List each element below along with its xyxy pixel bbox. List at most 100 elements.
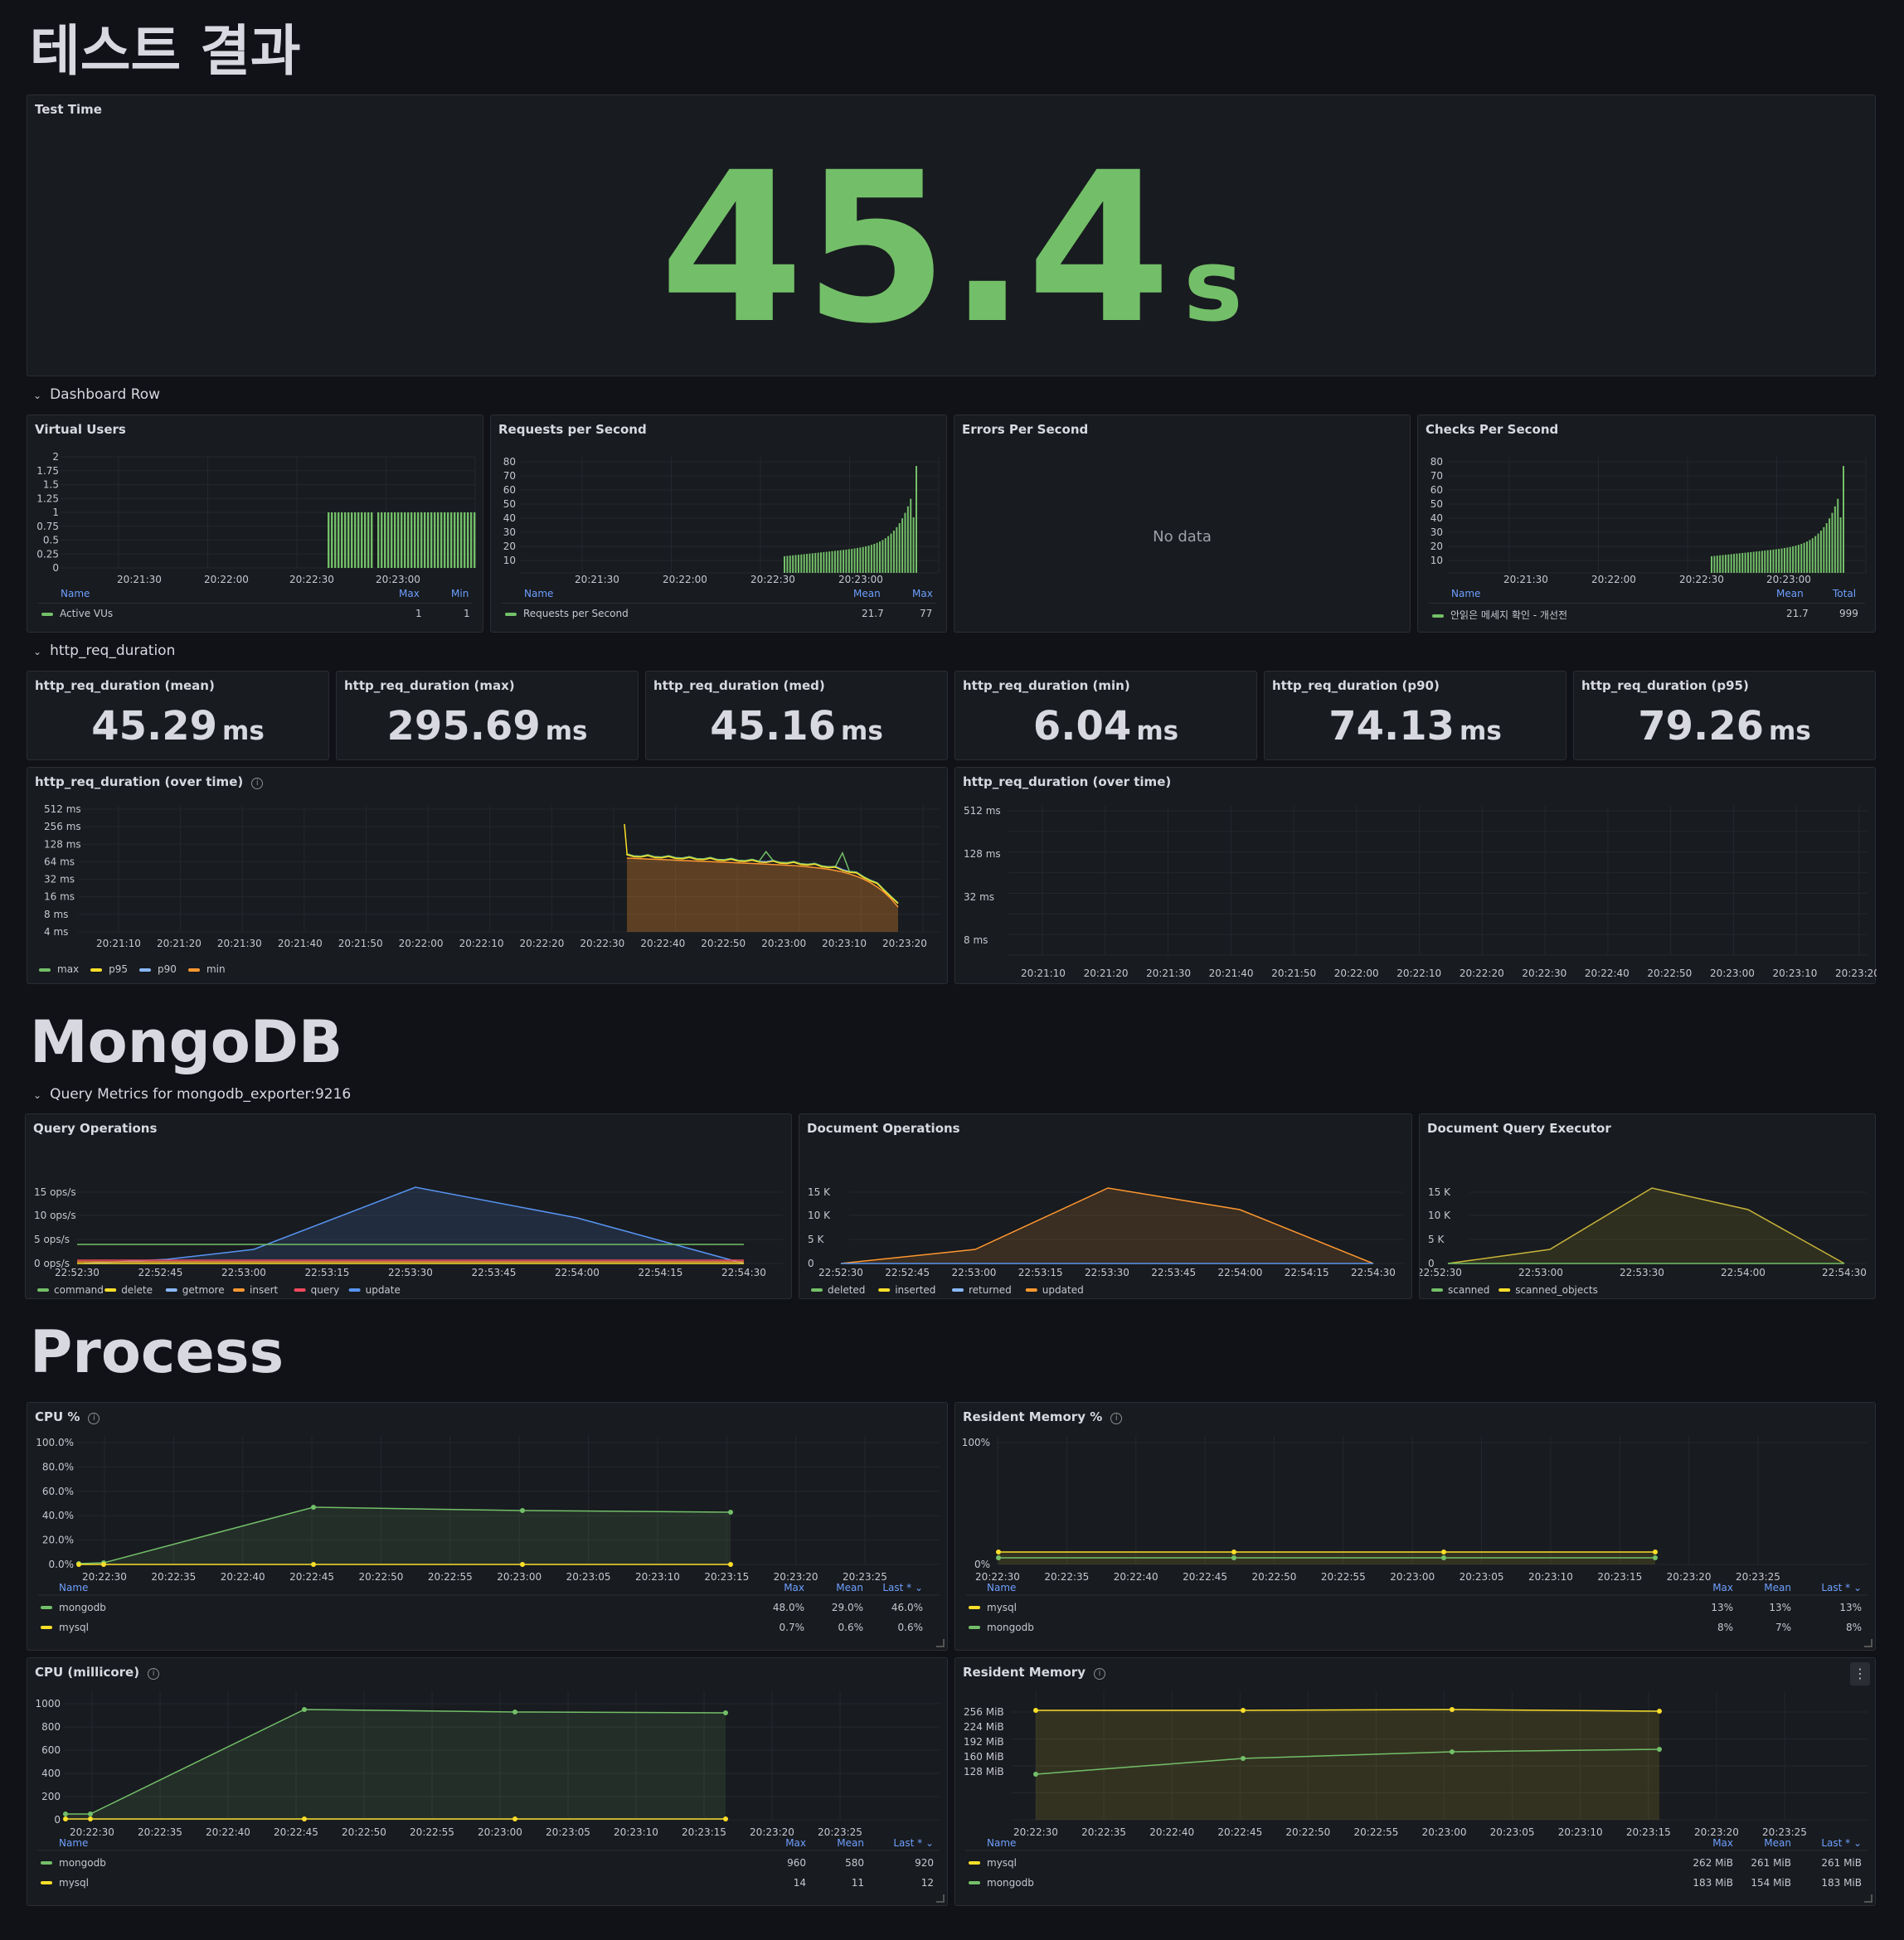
legend-item[interactable]: max [39,963,79,975]
bar [879,541,882,573]
x-tick-label: 20:22:40 [1585,968,1630,979]
x-tick-label: 20:22:30 [750,574,795,585]
bar [870,545,872,573]
stat-display: 45.29 ms [27,703,328,749]
legend-item[interactable]: delete [104,1284,153,1296]
data-point [302,1816,307,1821]
y-tick-label: 32 ms [44,874,75,885]
legend-value: 21.7 [1786,608,1809,619]
legend-header-total[interactable]: Total [1833,588,1857,599]
info-icon[interactable]: i [148,1668,160,1680]
legend-item[interactable]: query [294,1284,340,1296]
row-header-http[interactable]: ⌄ http_req_duration [33,643,176,659]
data-point [512,1710,517,1714]
legend-row[interactable]: mysql 13% 13% 13% [969,1602,1862,1613]
legend-item[interactable]: 안읽은 메세지 확인 - 개선전 [1432,608,1567,622]
legend-header-max[interactable]: Max [912,588,933,599]
legend-row[interactable]: mongodb 8% 7% 8% [969,1622,1862,1633]
legend-item[interactable]: Active VUs [41,608,113,619]
y-tick-label: 15 ops/s [34,1186,76,1198]
y-tick-label: 2 [52,451,59,463]
bar [887,536,890,573]
y-tick-label: 0 [52,562,59,574]
legend-item[interactable]: update [348,1284,401,1296]
legend-item[interactable]: Requests per Second [505,608,629,619]
row-header-mongo[interactable]: ⌄ Query Metrics for mongodb_exporter:9216 [33,1086,352,1103]
y-tick-label: 15 K [1428,1186,1451,1198]
legend-item[interactable]: updated [1025,1284,1084,1296]
panel-title: http_req_duration (p90) [1272,678,1440,693]
stat-value: 45.16 [710,703,837,749]
y-tick-label: 0.5 [43,535,59,546]
legend-value: 21.7 [862,608,884,619]
bar [825,551,828,573]
panel-title: Checks Per Second [1426,422,1559,437]
legend-item[interactable]: scanned_objects [1498,1284,1598,1296]
legend-header-max[interactable]: Max [399,588,420,599]
x-tick-label: 20:23:00 [761,938,806,949]
stat-panel-p90: http_req_duration (p90) 74.13 ms [1264,671,1566,760]
resize-handle[interactable] [936,1894,945,1903]
legend-row[interactable]: mysql 14 11 12 [41,1877,934,1889]
y-tick-label: 256 MiB [964,1706,1004,1718]
legend-header-mean[interactable]: Mean [1776,588,1804,599]
y-tick-label: 0.75 [36,521,59,532]
legend-item[interactable]: inserted [878,1284,935,1296]
panel-menu-icon[interactable]: ⋮ [1850,1662,1870,1685]
stat-panel-med: http_req_duration (med) 45.16 ms [645,671,948,760]
x-tick-label: 22:52:45 [885,1267,930,1278]
resize-handle[interactable] [1864,1894,1872,1903]
resize-handle[interactable] [1864,1639,1872,1647]
legend-row[interactable]: mysql 0.7% 0.6% 0.6% [41,1622,923,1633]
legend-header-name[interactable]: Name [524,588,554,599]
legend-item[interactable]: getmore [165,1284,225,1296]
legend-item[interactable]: deleted [811,1284,865,1296]
stat-value: 74.13 [1328,703,1455,749]
legend-item[interactable]: min [187,963,226,975]
stat-unit: ms [1136,716,1179,746]
bar [809,553,811,573]
legend-row[interactable]: mongodb 183 MiB 154 MiB 183 MiB [969,1877,1862,1889]
data-point [512,1816,517,1821]
info-icon[interactable]: i [251,778,264,789]
legend-item[interactable]: scanned [1431,1284,1489,1296]
x-tick-label: 20:22:45 [274,1826,318,1838]
legend-row[interactable]: mongodb 48.0% 29.0% 46.0% [41,1602,923,1613]
info-icon[interactable]: i [1110,1413,1123,1424]
info-icon[interactable]: i [88,1413,100,1424]
bar [1831,512,1834,573]
bar [859,547,862,573]
x-tick-label: 22:53:30 [1620,1267,1664,1278]
panel-title: http_req_duration (p95) [1581,678,1749,693]
legend-swatch [41,1861,52,1865]
legend-row[interactable]: mysql 262 MiB 261 MiB 261 MiB [969,1857,1862,1869]
legend-header-min[interactable]: Min [451,588,469,599]
row-header-dashboard[interactable]: ⌄ Dashboard Row [33,386,161,403]
bar [794,555,797,573]
legend-item[interactable]: insert [233,1284,279,1296]
legend-item[interactable]: returned [952,1284,1012,1296]
legend-value: 14 [794,1877,806,1889]
legend-row[interactable]: mongodb 960 580 920 [41,1857,934,1869]
legend-value: 261 MiB [1751,1857,1791,1869]
y-tick-label: 0.25 [36,548,59,560]
data-point [1441,1550,1446,1554]
legend-header-name[interactable]: Name [61,588,90,599]
x-tick-label: 20:23:00 [1766,574,1811,585]
legend-item[interactable]: p95 [90,963,128,975]
legend-item[interactable]: command [37,1284,104,1296]
legend-item[interactable]: p90 [139,963,177,975]
legend-header-name[interactable]: Name [1451,588,1481,599]
bar [1719,555,1722,573]
bar [1843,466,1844,573]
legend-header-mean[interactable]: Mean [853,588,881,599]
data-point [1241,1756,1246,1761]
y-tick-label: 0 [808,1258,814,1269]
stat-unit: ms [1460,716,1502,746]
resize-handle[interactable] [936,1639,945,1647]
document-query-executor-chart: 15 K 10 K 5 K 022:52:30 22:53:00 22:53:30 22:5… [1420,1186,1867,1296]
stat-value: 45.29 [91,703,218,749]
info-icon[interactable]: i [1094,1668,1105,1680]
bar [1724,555,1727,573]
